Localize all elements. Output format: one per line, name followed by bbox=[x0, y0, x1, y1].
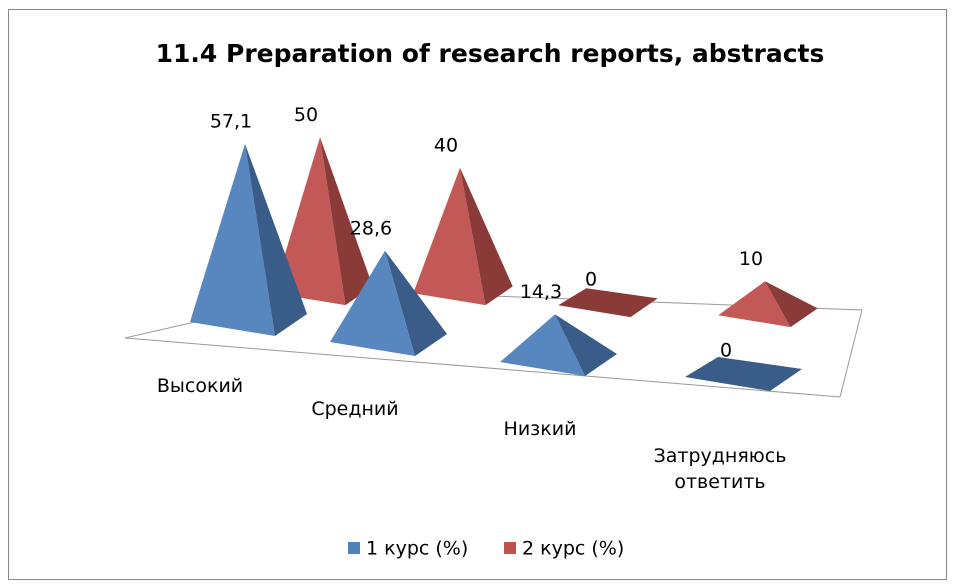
legend-swatch bbox=[504, 542, 516, 554]
pyramid bbox=[273, 137, 373, 306]
pyramid-face-light bbox=[273, 137, 346, 306]
pyramid-face-light bbox=[413, 167, 486, 306]
pyramid-face-dark bbox=[245, 143, 307, 336]
pyramid bbox=[190, 143, 307, 336]
pyramid bbox=[330, 250, 447, 356]
pyramid-face-dark bbox=[555, 314, 617, 376]
data-label: 40 bbox=[434, 134, 458, 156]
pyramid bbox=[685, 357, 802, 391]
pyramid-face-dark bbox=[385, 250, 447, 356]
pyramid-face-light bbox=[330, 250, 415, 356]
data-label: 28,6 bbox=[350, 217, 392, 239]
pyramid-face-light bbox=[190, 143, 275, 336]
category-label: Низкий bbox=[503, 418, 577, 440]
legend-label: 1 курс (%) bbox=[366, 538, 468, 560]
data-label: 57,1 bbox=[210, 110, 252, 132]
legend-label: 2 курс (%) bbox=[522, 538, 624, 560]
category-label: Затрудняюсь ответить bbox=[653, 445, 787, 493]
data-label: 0 bbox=[585, 268, 597, 290]
chart-title: 11.4 Preparation of research reports, ab… bbox=[156, 39, 825, 68]
pyramid-face-light bbox=[500, 314, 585, 376]
pyramid bbox=[500, 314, 617, 376]
pyramid bbox=[413, 167, 513, 306]
pyramid-face-dark bbox=[460, 167, 513, 306]
pyramid-face-dark bbox=[320, 137, 373, 306]
pyramid-face-dark bbox=[765, 281, 818, 328]
pyramid-base bbox=[558, 288, 658, 318]
category-label: Средний bbox=[311, 398, 399, 420]
data-label: 0 bbox=[720, 340, 732, 362]
pyramid bbox=[558, 288, 658, 318]
pyramid-face-light bbox=[718, 281, 791, 328]
data-label: 10 bbox=[739, 248, 763, 270]
pyramid bbox=[718, 281, 818, 328]
category-label: Высокий bbox=[156, 375, 244, 397]
legend-swatch bbox=[348, 542, 360, 554]
pyramid-base bbox=[685, 357, 802, 391]
data-label: 50 bbox=[294, 104, 318, 126]
data-label: 14,3 bbox=[520, 281, 562, 303]
